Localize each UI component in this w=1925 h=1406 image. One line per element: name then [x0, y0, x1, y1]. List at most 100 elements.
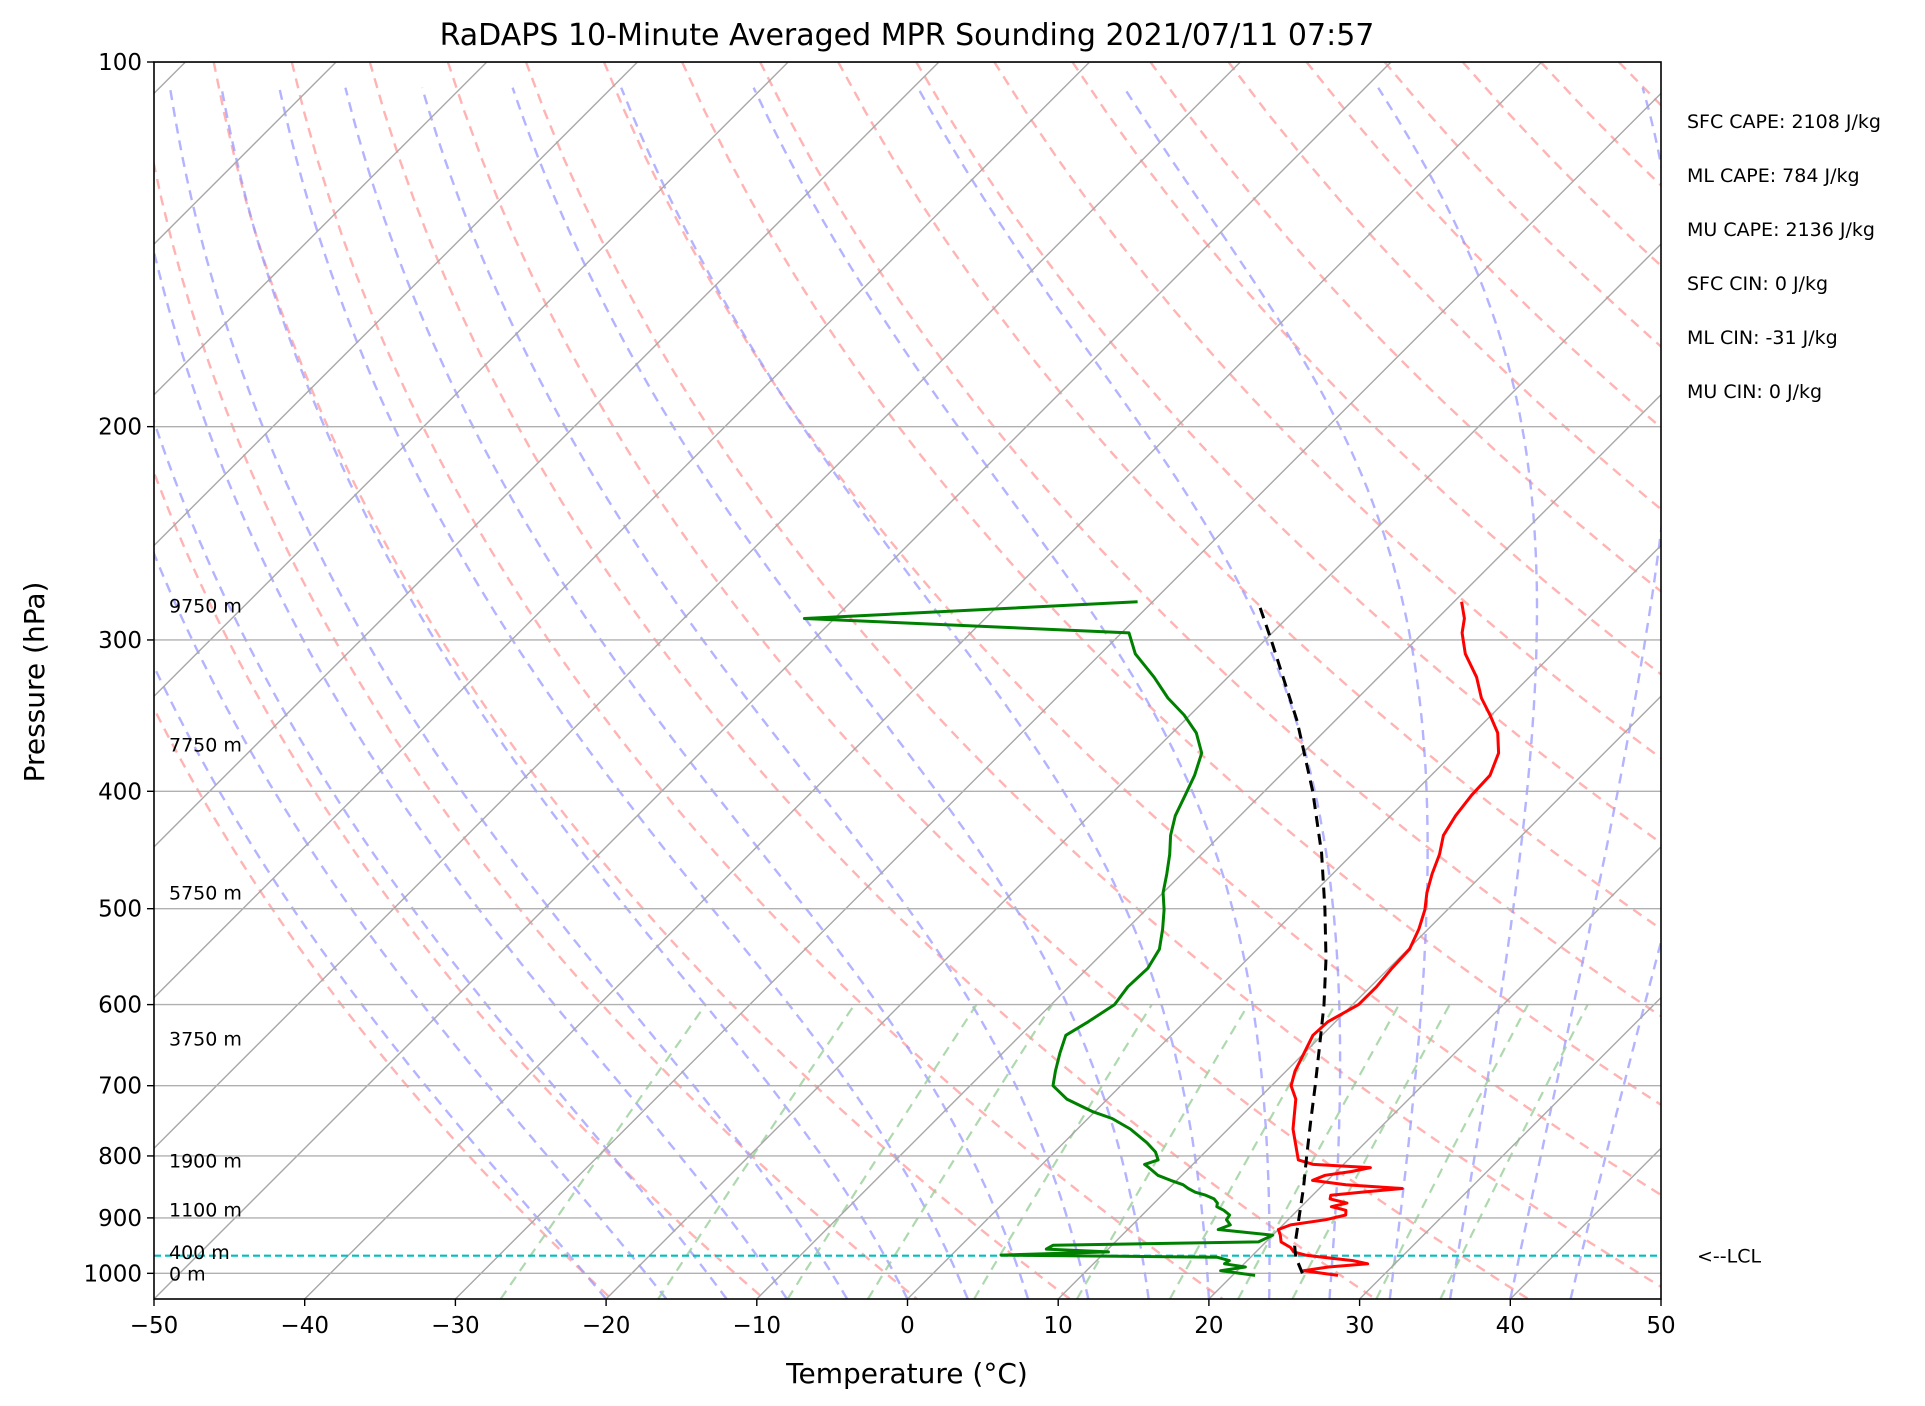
dry-adiabat [993, 62, 1661, 760]
isotherm [154, 62, 940, 848]
dry-adiabat [1071, 62, 1661, 676]
isotherm [1509, 1147, 1661, 1299]
dry-adiabat [154, 469, 766, 1299]
isotherm [756, 393, 1661, 1299]
isotherm [154, 62, 1392, 1299]
isotherm [1359, 996, 1661, 1299]
moist-adiabat [154, 417, 728, 1299]
lcl-label: <--LCL [1697, 1246, 1761, 1268]
y-tick-label: 700 [98, 1074, 142, 1100]
dry-adiabat [1697, 62, 1925, 1299]
moist-adiabat [154, 246, 788, 1299]
mixing-ratio-line [1168, 1004, 1337, 1299]
mixing-ratio-line [1291, 1004, 1451, 1299]
dry-adiabat [681, 62, 1661, 1107]
mixing-ratio-line [786, 1003, 978, 1299]
y-axis: 100 200 300 400 500 600 700 800 900 1000 [83, 50, 154, 1287]
lcl-group: <--LCL [154, 1246, 1761, 1268]
x-tick-label: 30 [1345, 1313, 1374, 1339]
moist-adiabat [344, 87, 1030, 1299]
moist-adiabat [1123, 87, 1429, 1299]
profile-line-1 [1276, 601, 1501, 1277]
dry-adiabat [1383, 62, 1661, 349]
index-text: SFC CIN: 0 J/kg [1687, 273, 1828, 295]
x-tick-label: −30 [431, 1313, 480, 1339]
mixing-ratio-line [499, 1003, 707, 1299]
y-tick-label: 500 [98, 897, 142, 923]
height-label: 9750 m [169, 596, 242, 618]
mixing-ratio-line [1439, 1004, 1589, 1299]
dry-adiabat [602, 62, 1661, 1197]
y-tick-label: 100 [98, 50, 142, 76]
x-tick-label: 40 [1496, 1313, 1525, 1339]
dry-adiabat [1149, 62, 1661, 593]
dry-adiabat [154, 159, 918, 1299]
moist-adiabat [278, 87, 969, 1299]
x-axis: −50 −40 −30 −20 −10 0 10 20 30 40 50 [130, 1299, 1676, 1339]
x-tick-label: 10 [1044, 1313, 1073, 1339]
profile-line-2 [802, 600, 1275, 1277]
y-tick-label: 400 [98, 779, 142, 805]
height-label: 400 m [169, 1242, 230, 1264]
height-label: 1100 m [169, 1200, 242, 1222]
y-axis-label: Pressure (hPa) [18, 582, 51, 783]
dry-adiabat [1617, 62, 1661, 107]
isotherm [154, 62, 638, 547]
indices-panel: SFC CAPE: 2108 J/kg ML CAPE: 784 J/kg MU C… [1687, 111, 1881, 403]
dry-adiabat [759, 62, 1661, 1018]
moist-adiabat [1509, 87, 1661, 1299]
moist-adiabat [1569, 937, 1661, 1299]
dry-adiabat [212, 62, 1071, 1299]
x-tick-label: −20 [582, 1313, 631, 1339]
index-text: MU CAPE: 2136 J/kg [1687, 219, 1875, 241]
isotherm [1208, 845, 1661, 1299]
isotherm [605, 243, 1661, 1299]
mixing-ratio-line [657, 1003, 856, 1299]
dry-adiabat [154, 706, 613, 1299]
isotherm [907, 544, 1661, 1299]
mixing-ratio-line [1237, 1004, 1400, 1299]
pressure-grid [154, 62, 1661, 1275]
isotherm [304, 62, 1543, 1299]
isotherm [154, 62, 1241, 1150]
isotherm [1812, 62, 1925, 1299]
mixing-ratio-line [1375, 1004, 1529, 1299]
height-label: 0 m [169, 1263, 206, 1285]
x-axis-label: Temperature (°C) [785, 1357, 1028, 1390]
moist-adiabat [420, 87, 1090, 1299]
x-tick-label: −50 [130, 1313, 179, 1339]
y-tick-label: 600 [98, 993, 142, 1019]
isotherm [154, 62, 488, 396]
y-tick-label: 800 [98, 1144, 142, 1170]
isotherm [1057, 695, 1661, 1299]
moist-adiabat [168, 87, 849, 1299]
dry-adiabat [1775, 62, 1925, 1299]
index-text: ML CAPE: 784 J/kg [1687, 165, 1860, 187]
x-tick-label: 50 [1646, 1313, 1675, 1339]
height-label: 5750 m [169, 883, 242, 905]
x-tick-label: −40 [280, 1313, 329, 1339]
y-tick-label: 1000 [83, 1261, 142, 1287]
height-label: 1900 m [169, 1151, 242, 1173]
isotherm [154, 62, 1091, 999]
dry-adiabat [1227, 62, 1661, 511]
y-tick-label: 200 [98, 415, 142, 441]
moist-adiabat [1377, 87, 1539, 1299]
dry-adiabat [524, 62, 1661, 1289]
moist-adiabat [752, 87, 1271, 1299]
height-label: 3750 m [169, 1029, 242, 1051]
height-label-group: 9750 m 7750 m 5750 m 3750 m 1900 m 1100 m 400 … [169, 596, 242, 1286]
chart-title: RaDAPS 10-Minute Averaged MPR Sounding 2… [440, 18, 1375, 53]
y-tick-label: 900 [98, 1206, 142, 1232]
isotherm [1660, 1298, 1661, 1299]
y-tick-label: 300 [98, 628, 142, 654]
moist-adiabat [220, 87, 909, 1299]
isotherm [454, 92, 1661, 1299]
dry-adiabat [1539, 62, 1661, 188]
moist-adiabat [154, 550, 668, 1299]
x-tick-label: 20 [1194, 1313, 1223, 1339]
moist-adiabat [916, 87, 1342, 1299]
isotherm [154, 62, 789, 698]
moist-adiabat [511, 87, 1150, 1299]
